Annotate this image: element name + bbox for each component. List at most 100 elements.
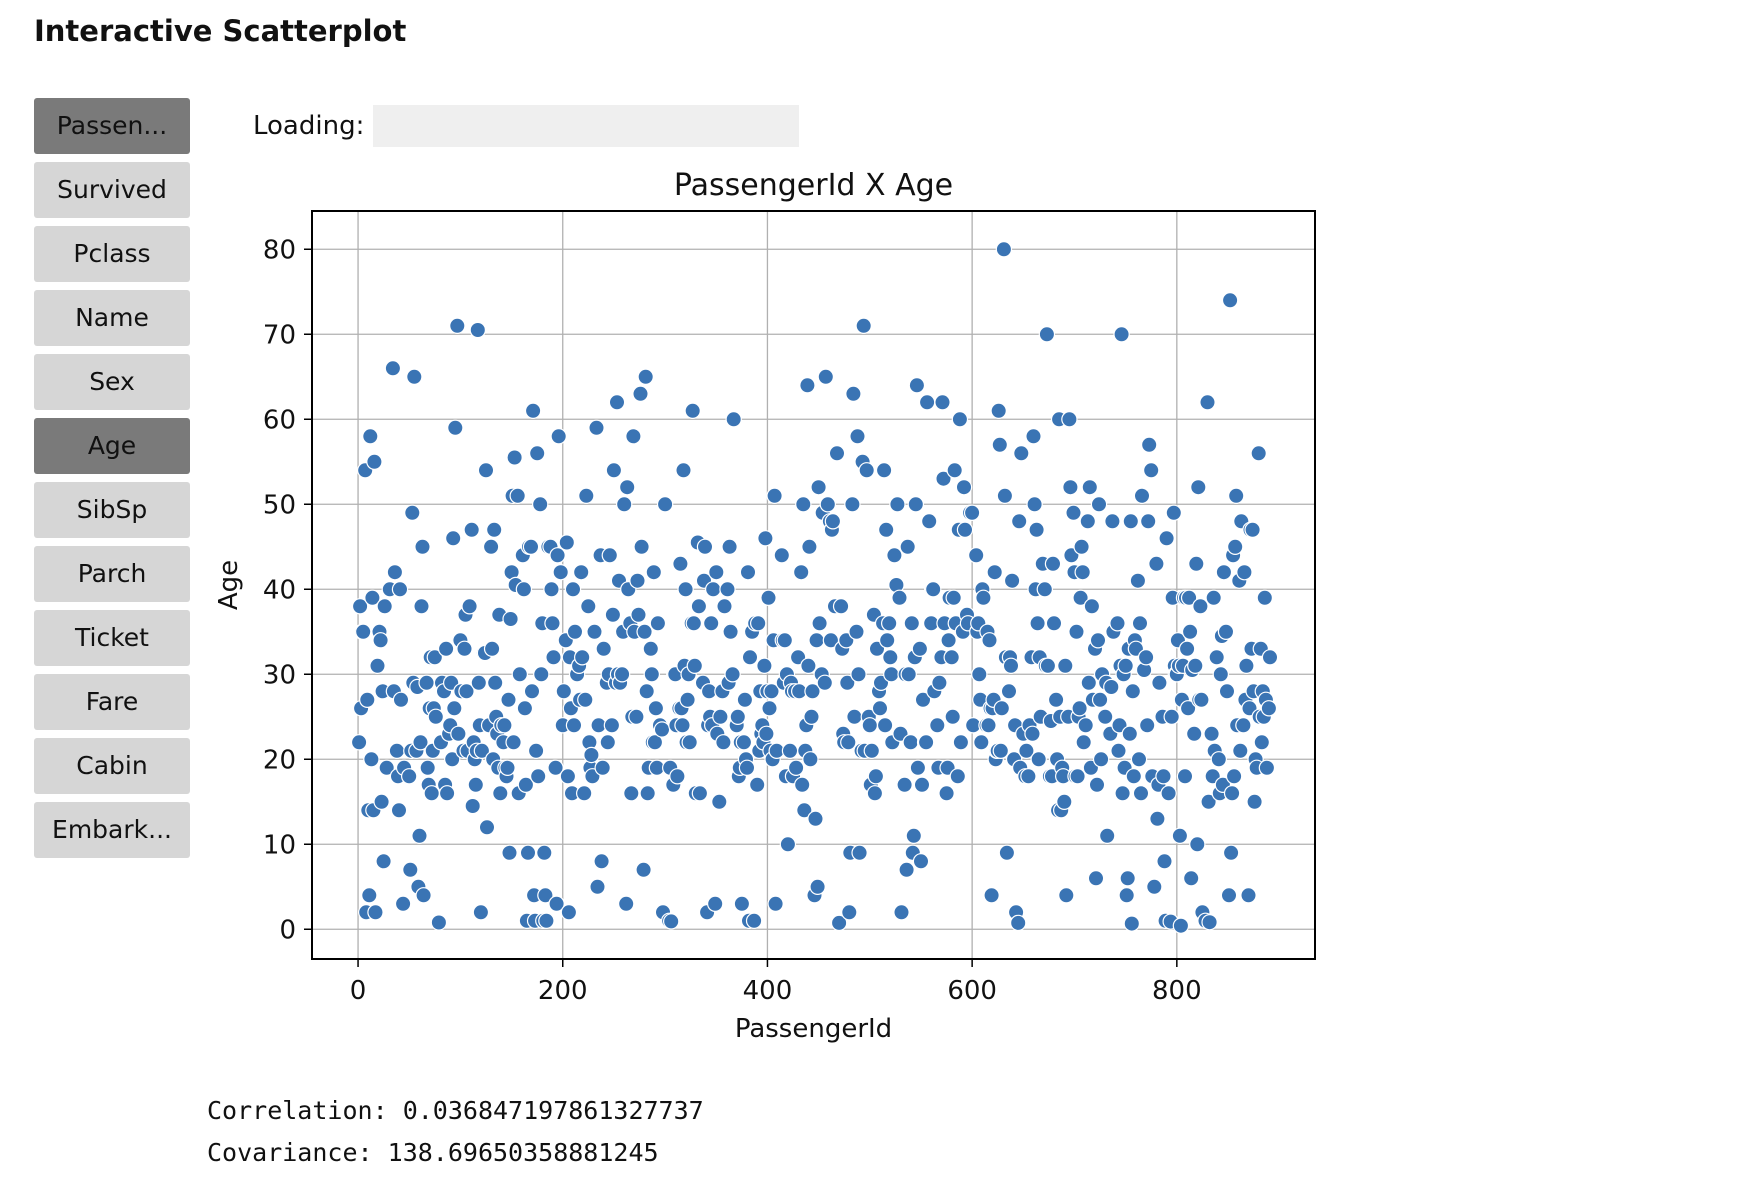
data-point [745,912,763,930]
data-point [400,768,418,785]
data-point [776,632,794,649]
column-button-survived[interactable]: Survived [34,162,190,218]
data-point [674,717,691,734]
data-point [601,547,618,564]
data-point [800,657,817,674]
column-button-fare[interactable]: Fare [34,674,190,730]
data-point [1215,564,1233,581]
data-point [945,589,962,606]
data-point [1000,683,1018,700]
y-tick-label: 40 [263,575,296,605]
data-point [647,700,665,717]
column-button-ticket[interactable]: Ticket [34,610,190,666]
data-point [807,810,824,828]
data-point [530,768,547,785]
data-point [750,615,767,632]
data-point [1220,887,1238,904]
data-point [618,895,635,913]
data-point [438,785,456,802]
data-point [1097,708,1114,726]
column-button-name[interactable]: Name [34,290,190,346]
data-point [845,385,862,402]
data-point [375,853,392,870]
data-point [1246,793,1263,811]
correlation-label: Correlation: [207,1096,388,1125]
data-point [1002,657,1020,674]
data-point [550,428,567,445]
data-point [832,598,850,615]
data-point [406,368,423,385]
data-point [515,581,533,598]
data-point [363,751,380,768]
x-tick-label: 0 [350,976,367,1006]
chart-title: PassengerId X Age [674,168,953,203]
data-point [793,564,810,581]
data-point [372,632,389,649]
data-point [1110,742,1127,760]
y-tick-label: 20 [263,745,296,775]
data-point [1199,394,1216,411]
data-point [1118,887,1135,904]
data-point [911,640,929,657]
column-button-sibsp[interactable]: SibSp [34,482,190,538]
data-point [844,496,861,513]
data-point [663,913,680,930]
data-point [560,904,578,921]
data-point [1068,623,1085,640]
data-point [968,547,985,564]
column-button-parch[interactable]: Parch [34,546,190,602]
column-button-embark[interactable]: Embark... [34,802,190,858]
data-point [840,734,857,751]
data-point [1013,445,1030,462]
data-point [565,717,583,734]
data-point [1104,513,1121,530]
column-button-passen[interactable]: Passen... [34,98,190,154]
data-point [392,691,410,709]
data-point [773,547,791,564]
data-point [1083,598,1101,615]
data-point [981,632,998,649]
data-point [447,419,464,436]
data-point [502,610,519,628]
data-point [802,751,819,768]
data-point [971,666,988,683]
data-point [483,640,501,657]
data-point [1025,428,1042,445]
data-point [766,487,783,504]
covariance-line: Covariance: 138.69650358881245 [207,1132,704,1174]
data-point [898,861,915,879]
column-button-cabin[interactable]: Cabin [34,738,190,794]
data-point [384,360,402,377]
data-point [509,487,526,504]
data-point [975,589,992,606]
data-point [980,717,997,734]
data-point [881,615,898,632]
data-point [741,649,759,666]
data-point [1071,700,1088,717]
data-point [716,598,733,615]
data-point [712,708,729,726]
data-point [1141,436,1158,453]
data-point [867,768,885,785]
loading-progress-bar [373,105,799,147]
data-point [608,394,626,411]
data-point [1074,564,1091,581]
data-point [1003,572,1021,589]
data-point [413,598,430,615]
data-point [1188,555,1205,572]
data-point [529,445,546,462]
column-button-pclass[interactable]: Pclass [34,226,190,282]
data-point [1148,555,1165,572]
data-point [879,632,896,649]
data-point [635,861,652,879]
column-button-sex[interactable]: Sex [34,354,190,410]
data-point [811,615,828,632]
data-point [749,776,766,794]
data-point [566,623,584,640]
column-button-age[interactable]: Age [34,418,190,474]
data-point [1026,496,1043,513]
data-point [1139,717,1156,734]
data-point [463,521,480,538]
data-point [1065,504,1082,521]
y-tick-label: 10 [263,830,296,860]
